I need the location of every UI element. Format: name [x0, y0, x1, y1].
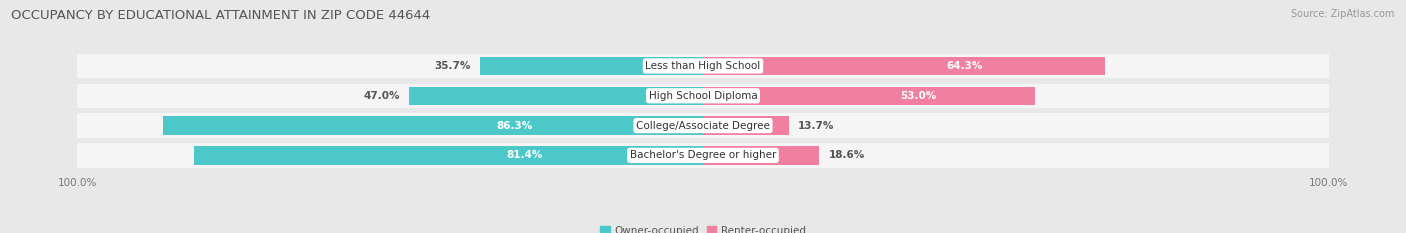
Bar: [163, 116, 703, 135]
Bar: [77, 84, 1329, 108]
Bar: [703, 146, 820, 165]
Bar: [77, 113, 1329, 138]
Bar: [194, 146, 703, 165]
Text: College/Associate Degree: College/Associate Degree: [636, 120, 770, 130]
Text: 64.3%: 64.3%: [946, 61, 983, 71]
Bar: [409, 86, 703, 105]
Bar: [703, 57, 1105, 75]
Bar: [77, 143, 1329, 168]
Bar: [703, 86, 1035, 105]
Text: 81.4%: 81.4%: [506, 150, 543, 160]
Bar: [77, 54, 1329, 78]
Text: 86.3%: 86.3%: [496, 120, 531, 130]
Text: 47.0%: 47.0%: [363, 91, 399, 101]
Bar: [479, 57, 703, 75]
Text: OCCUPANCY BY EDUCATIONAL ATTAINMENT IN ZIP CODE 44644: OCCUPANCY BY EDUCATIONAL ATTAINMENT IN Z…: [11, 9, 430, 22]
Bar: [703, 116, 789, 135]
Text: Bachelor's Degree or higher: Bachelor's Degree or higher: [630, 150, 776, 160]
Text: Source: ZipAtlas.com: Source: ZipAtlas.com: [1291, 9, 1395, 19]
Text: 13.7%: 13.7%: [799, 120, 835, 130]
Text: High School Diploma: High School Diploma: [648, 91, 758, 101]
Text: Less than High School: Less than High School: [645, 61, 761, 71]
Text: 53.0%: 53.0%: [900, 91, 936, 101]
Legend: Owner-occupied, Renter-occupied: Owner-occupied, Renter-occupied: [596, 222, 810, 233]
Text: 18.6%: 18.6%: [828, 150, 865, 160]
Text: 35.7%: 35.7%: [434, 61, 470, 71]
